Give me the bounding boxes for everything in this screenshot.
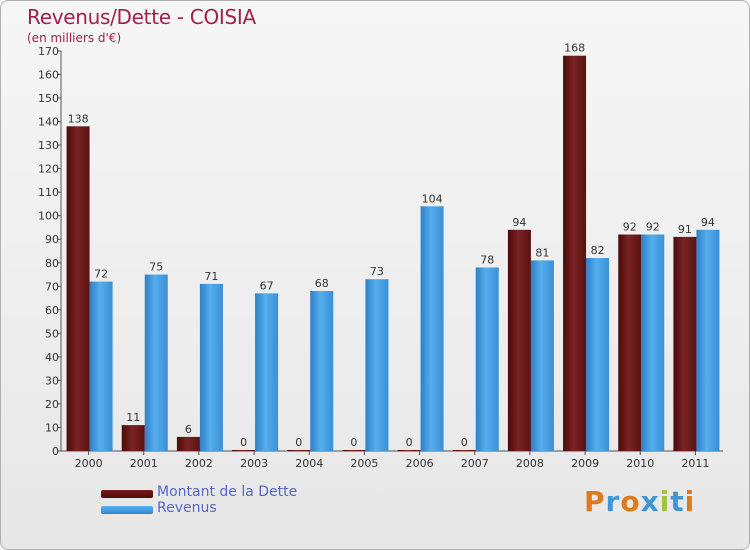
debt-bar bbox=[397, 450, 421, 451]
y-tick-label: 30 bbox=[45, 374, 59, 387]
debt-bar bbox=[507, 229, 531, 451]
debt-bar bbox=[673, 236, 697, 451]
legend-swatch-revenue bbox=[101, 506, 153, 514]
debt-bar-value-label: 92 bbox=[623, 221, 637, 234]
debt-bar bbox=[66, 126, 90, 451]
y-tick-label: 170 bbox=[38, 45, 59, 58]
revenue-bar-value-label: 73 bbox=[370, 265, 384, 278]
revenue-bar-value-label: 81 bbox=[535, 246, 549, 259]
y-tick-label: 100 bbox=[38, 210, 59, 223]
logo-letter: P bbox=[584, 485, 606, 518]
logo-letter: i bbox=[684, 485, 696, 518]
logo-letter: r bbox=[605, 485, 621, 518]
debt-bar bbox=[287, 450, 311, 451]
debt-bar-value-label: 11 bbox=[126, 411, 140, 424]
debt-bar bbox=[452, 450, 476, 451]
y-tick-label: 20 bbox=[45, 398, 59, 411]
revenue-bar bbox=[310, 291, 334, 451]
x-tick-label: 2000 bbox=[75, 457, 103, 470]
revenue-bar bbox=[365, 279, 389, 451]
logo-letter: t bbox=[670, 485, 685, 518]
revenue-bar-value-label: 92 bbox=[646, 221, 660, 234]
x-tick-label: 2008 bbox=[516, 457, 544, 470]
y-tick-label: 150 bbox=[38, 92, 59, 105]
chart-subtitle: (en milliers d'€) bbox=[27, 31, 122, 45]
y-tick-label: 160 bbox=[38, 69, 59, 82]
revenue-bar bbox=[530, 260, 554, 451]
revenue-bar-value-label: 78 bbox=[480, 253, 494, 266]
proxiti-logo: Proxiti bbox=[584, 485, 695, 518]
x-tick-label: 2007 bbox=[461, 457, 489, 470]
chart-title: Revenus/Dette - COISIA bbox=[27, 5, 256, 29]
revenue-bar bbox=[199, 283, 223, 451]
axes: 0102030405060708090100110120130140150160… bbox=[38, 45, 723, 470]
debt-bar bbox=[618, 234, 642, 451]
revenue-bar bbox=[586, 258, 610, 451]
y-tick-label: 80 bbox=[45, 257, 59, 270]
debt-bar-value-label: 0 bbox=[461, 436, 468, 449]
revenue-bar-value-label: 75 bbox=[149, 261, 163, 274]
y-tick-label: 90 bbox=[45, 233, 59, 246]
logo-letter: o bbox=[620, 485, 641, 518]
y-tick-label: 0 bbox=[52, 445, 59, 458]
y-tick-label: 50 bbox=[45, 327, 59, 340]
debt-bar-value-label: 0 bbox=[240, 436, 247, 449]
x-tick-label: 2010 bbox=[626, 457, 654, 470]
logo-letter: i bbox=[659, 485, 671, 518]
revenue-bar-value-label: 82 bbox=[591, 244, 605, 257]
revenue-bar-value-label: 72 bbox=[94, 268, 108, 281]
revenue-bar bbox=[144, 274, 168, 451]
revenue-bar-value-label: 104 bbox=[422, 192, 443, 205]
revenue-bar-value-label: 94 bbox=[701, 216, 715, 229]
x-tick-label: 2001 bbox=[130, 457, 158, 470]
revenue-bar bbox=[255, 293, 279, 451]
y-tick-label: 10 bbox=[45, 421, 59, 434]
legend-label-revenue: Revenus bbox=[157, 500, 217, 516]
debt-bar-value-label: 0 bbox=[406, 436, 413, 449]
debt-bar bbox=[232, 450, 256, 451]
debt-bar bbox=[563, 55, 587, 452]
y-tick-label: 130 bbox=[38, 139, 59, 152]
debt-bar bbox=[176, 436, 200, 451]
y-tick-label: 140 bbox=[38, 116, 59, 129]
x-tick-label: 2002 bbox=[185, 457, 213, 470]
debt-bar-value-label: 94 bbox=[512, 216, 526, 229]
debt-bar-value-label: 91 bbox=[678, 223, 692, 236]
revenue-bar bbox=[89, 281, 113, 451]
debt-bar-value-label: 138 bbox=[68, 112, 89, 125]
debt-bar bbox=[342, 450, 366, 451]
debt-bar-value-label: 6 bbox=[185, 423, 192, 436]
bars: 138 11 6 0 0 0 0 0 94 168 92 91 72 75 71 67 68 73 104 78 81 8… bbox=[66, 42, 720, 452]
legend-swatch-debt bbox=[101, 490, 153, 498]
logo-letter: x bbox=[640, 485, 660, 518]
revenue-bar-value-label: 67 bbox=[260, 279, 274, 292]
revenue-bar bbox=[696, 229, 720, 451]
x-tick-label: 2011 bbox=[681, 457, 709, 470]
x-tick-label: 2004 bbox=[295, 457, 323, 470]
x-tick-label: 2006 bbox=[406, 457, 434, 470]
y-tick-label: 120 bbox=[38, 163, 59, 176]
x-tick-label: 2009 bbox=[571, 457, 599, 470]
revenue-bar bbox=[420, 206, 444, 451]
x-tick-label: 2003 bbox=[240, 457, 268, 470]
x-tick-label: 2005 bbox=[350, 457, 378, 470]
y-tick-label: 40 bbox=[45, 351, 59, 364]
revenue-bar bbox=[475, 267, 499, 451]
debt-bar-value-label: 0 bbox=[350, 436, 357, 449]
y-tick-label: 110 bbox=[38, 186, 59, 199]
debt-bar-value-label: 168 bbox=[564, 42, 585, 55]
y-tick-label: 60 bbox=[45, 304, 59, 317]
revenue-bar-value-label: 71 bbox=[204, 270, 218, 283]
legend-label-debt: Montant de la Dette bbox=[157, 484, 298, 500]
y-tick-label: 70 bbox=[45, 280, 59, 293]
revenue-bar bbox=[641, 234, 665, 451]
debt-bar-value-label: 0 bbox=[295, 436, 302, 449]
revenue-bar-value-label: 68 bbox=[315, 277, 329, 290]
debt-bar bbox=[121, 425, 145, 451]
